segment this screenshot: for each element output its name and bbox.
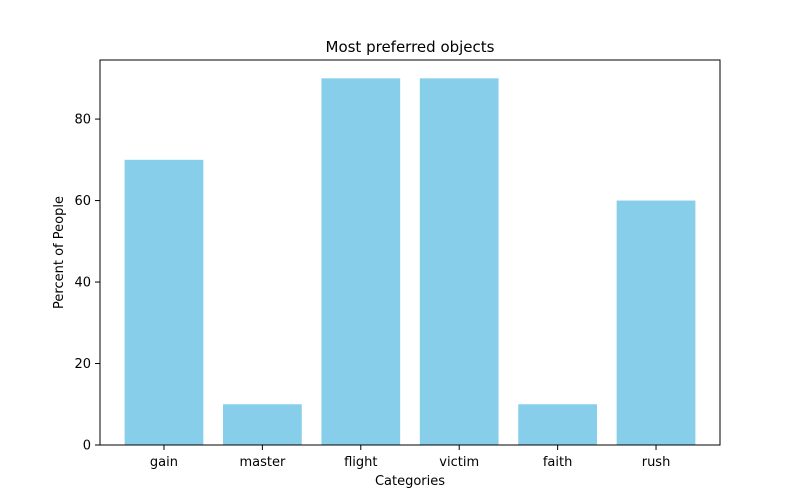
bar-gain (124, 159, 204, 445)
bar-flight (321, 78, 401, 445)
y-tick-label: 60 (74, 194, 91, 209)
chart-title: Most preferred objects (326, 38, 495, 56)
x-axis-label: Categories (375, 474, 445, 489)
x-tick-label: flight (344, 455, 377, 470)
bar-master (223, 404, 302, 445)
bar-faith (518, 404, 597, 445)
x-tick-label: faith (543, 455, 573, 470)
y-axis-label: Percent of People (52, 196, 67, 309)
x-tick-label: rush (642, 455, 671, 470)
bars-layer (124, 78, 696, 445)
bar-victim (419, 78, 499, 445)
y-tick-label: 40 (74, 276, 91, 291)
y-tick-label: 80 (74, 113, 91, 128)
y-tick-label: 0 (83, 439, 91, 454)
y-tick-label: 20 (74, 357, 91, 372)
x-tick-label: master (239, 455, 285, 470)
x-tick-label: victim (439, 455, 479, 470)
x-axis: gain master flight victim faith rush (150, 445, 670, 470)
x-tick-label: gain (150, 455, 178, 470)
bar-rush (616, 200, 696, 445)
y-axis: 0 20 40 60 80 (74, 113, 100, 454)
plot-frame (99, 59, 721, 446)
